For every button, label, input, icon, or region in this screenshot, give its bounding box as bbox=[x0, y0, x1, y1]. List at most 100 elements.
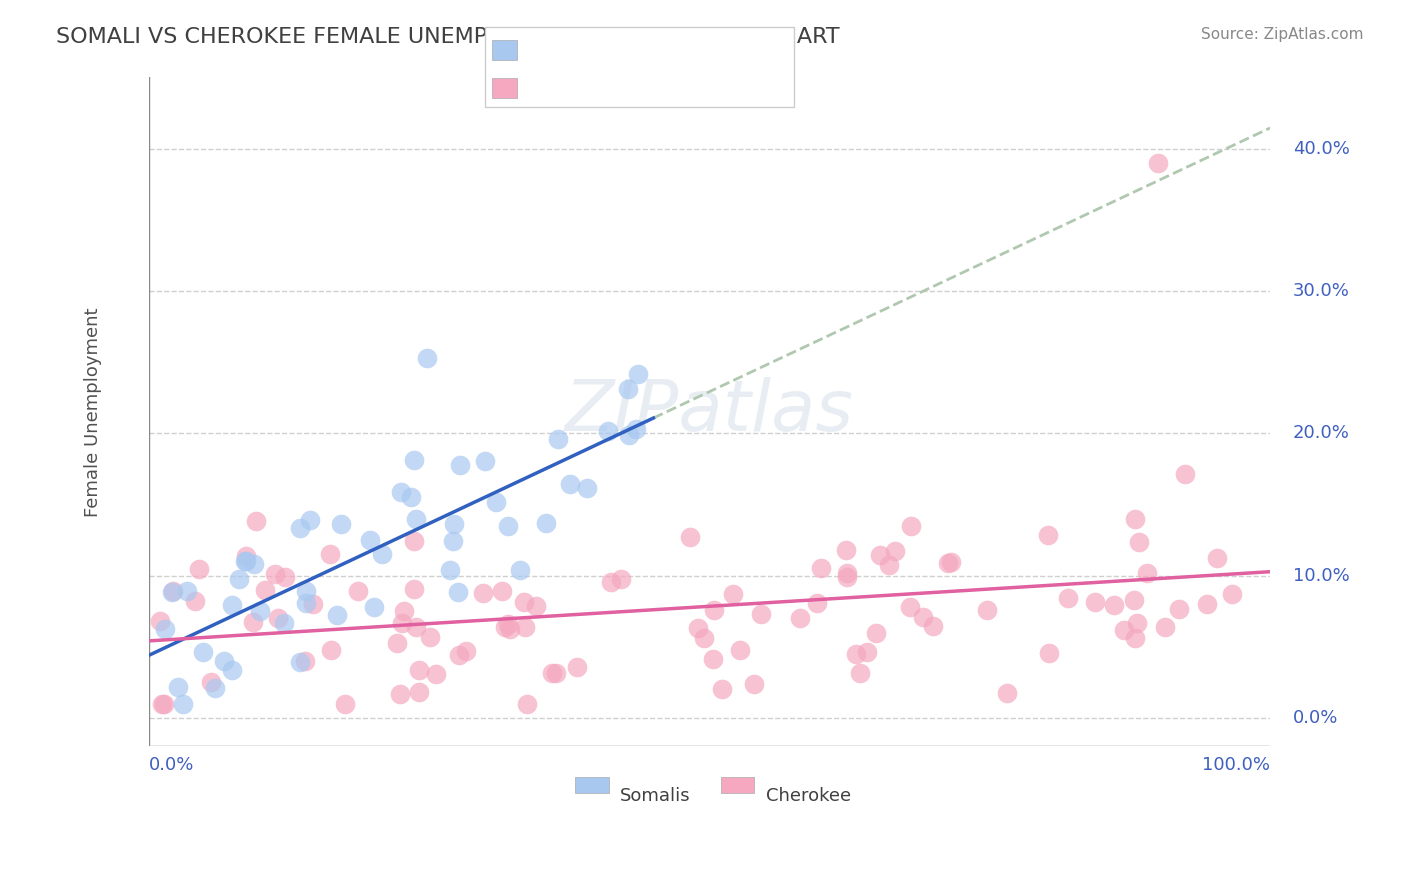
Point bbox=[288, 655, 311, 669]
Point bbox=[494, 620, 516, 634]
Text: 30.0%: 30.0% bbox=[1292, 282, 1350, 300]
Point bbox=[191, 645, 214, 659]
Point bbox=[835, 543, 858, 558]
Point bbox=[810, 560, 832, 574]
Point bbox=[575, 481, 598, 495]
Point bbox=[235, 554, 257, 568]
Text: R = 0.239   N = 96: R = 0.239 N = 96 bbox=[499, 78, 669, 96]
Point bbox=[425, 666, 447, 681]
Point bbox=[1147, 156, 1170, 170]
Point bbox=[546, 665, 568, 680]
Point bbox=[1128, 535, 1150, 549]
Point bbox=[249, 604, 271, 618]
Point bbox=[1136, 566, 1159, 581]
Point bbox=[1167, 601, 1189, 615]
Point bbox=[449, 458, 471, 472]
Point bbox=[1084, 595, 1107, 609]
Point bbox=[405, 619, 427, 633]
Text: Source: ZipAtlas.com: Source: ZipAtlas.com bbox=[1201, 27, 1364, 42]
Point bbox=[441, 534, 464, 549]
Point bbox=[387, 636, 409, 650]
Point bbox=[1114, 623, 1136, 637]
Point bbox=[405, 512, 427, 526]
Point bbox=[516, 697, 538, 711]
Point bbox=[976, 603, 998, 617]
Point bbox=[153, 622, 176, 636]
Point bbox=[723, 587, 745, 601]
Text: 100.0%: 100.0% bbox=[1202, 756, 1270, 774]
Text: Cherokee: Cherokee bbox=[765, 787, 851, 805]
Point bbox=[869, 548, 891, 562]
Point bbox=[166, 680, 188, 694]
Text: 0.0%: 0.0% bbox=[1292, 709, 1339, 727]
Point bbox=[408, 663, 430, 677]
Point bbox=[221, 664, 243, 678]
Point bbox=[513, 620, 536, 634]
Point bbox=[1195, 597, 1218, 611]
Point bbox=[1036, 528, 1059, 542]
Point bbox=[149, 614, 172, 628]
Point bbox=[204, 681, 226, 696]
Point bbox=[295, 596, 318, 610]
Point bbox=[1125, 512, 1147, 526]
Point bbox=[610, 572, 633, 586]
Text: 0.0%: 0.0% bbox=[149, 756, 194, 774]
Point bbox=[598, 424, 620, 438]
Point bbox=[391, 485, 413, 500]
Point bbox=[245, 514, 267, 528]
Point bbox=[900, 519, 922, 533]
Text: 10.0%: 10.0% bbox=[1292, 566, 1350, 584]
Point bbox=[678, 530, 700, 544]
Point bbox=[150, 697, 173, 711]
Point bbox=[443, 516, 465, 531]
Point bbox=[472, 586, 495, 600]
Point bbox=[617, 382, 640, 396]
Point bbox=[1123, 592, 1146, 607]
Point bbox=[1174, 467, 1197, 482]
Point bbox=[627, 367, 650, 381]
Point bbox=[294, 654, 316, 668]
Point bbox=[416, 351, 439, 366]
Point bbox=[1056, 591, 1078, 605]
Point bbox=[922, 619, 945, 633]
Point bbox=[751, 607, 773, 621]
Point bbox=[728, 643, 751, 657]
Point bbox=[183, 593, 205, 607]
Point bbox=[567, 660, 589, 674]
Point bbox=[439, 562, 461, 576]
Point bbox=[911, 609, 934, 624]
Point bbox=[524, 599, 547, 613]
Point bbox=[288, 521, 311, 535]
Point bbox=[399, 491, 422, 505]
Point bbox=[404, 582, 426, 596]
Point bbox=[496, 616, 519, 631]
Point bbox=[939, 555, 962, 569]
Point bbox=[274, 570, 297, 584]
Point bbox=[1205, 551, 1227, 566]
Point bbox=[995, 686, 1018, 700]
Point bbox=[176, 584, 198, 599]
Point bbox=[845, 648, 868, 662]
Point bbox=[160, 585, 183, 599]
Point bbox=[1102, 598, 1125, 612]
Point bbox=[1123, 632, 1146, 646]
Point bbox=[617, 428, 640, 442]
Point bbox=[534, 516, 557, 530]
Point bbox=[1220, 587, 1243, 601]
Point bbox=[233, 554, 256, 568]
Text: 40.0%: 40.0% bbox=[1292, 140, 1350, 158]
FancyBboxPatch shape bbox=[721, 777, 755, 793]
Point bbox=[254, 583, 277, 598]
Point bbox=[496, 518, 519, 533]
Point bbox=[1154, 620, 1177, 634]
Point bbox=[509, 563, 531, 577]
Point bbox=[541, 666, 564, 681]
Point bbox=[242, 615, 264, 629]
Point bbox=[200, 675, 222, 690]
Point bbox=[849, 665, 872, 680]
Point bbox=[447, 648, 470, 662]
Point bbox=[884, 544, 907, 558]
Point bbox=[1038, 646, 1060, 660]
Point bbox=[347, 583, 370, 598]
Point bbox=[835, 570, 858, 584]
